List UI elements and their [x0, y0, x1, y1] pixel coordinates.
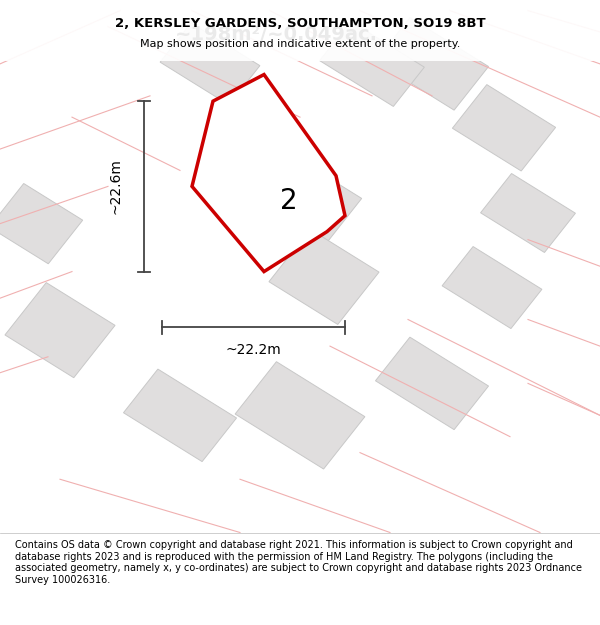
Text: Map shows position and indicative extent of the property.: Map shows position and indicative extent… — [140, 39, 460, 49]
Polygon shape — [442, 246, 542, 329]
Polygon shape — [452, 84, 556, 171]
Polygon shape — [5, 282, 115, 378]
Polygon shape — [235, 362, 365, 469]
Polygon shape — [376, 18, 488, 110]
Polygon shape — [481, 174, 575, 253]
Text: 2, KERSLEY GARDENS, SOUTHAMPTON, SO19 8BT: 2, KERSLEY GARDENS, SOUTHAMPTON, SO19 8B… — [115, 18, 485, 31]
Polygon shape — [192, 74, 345, 272]
Polygon shape — [238, 149, 362, 255]
Text: 2: 2 — [280, 187, 298, 215]
Polygon shape — [160, 23, 260, 105]
Text: ~22.6m: ~22.6m — [108, 158, 122, 214]
Polygon shape — [269, 229, 379, 324]
Text: ~22.2m: ~22.2m — [226, 343, 281, 357]
Polygon shape — [376, 337, 488, 429]
Polygon shape — [0, 184, 83, 264]
Bar — [0, 0, 600, 61]
Text: Contains OS data © Crown copyright and database right 2021. This information is : Contains OS data © Crown copyright and d… — [15, 540, 582, 585]
Text: ~198m²/~0.049ac.: ~198m²/~0.049ac. — [175, 25, 377, 44]
Polygon shape — [320, 21, 424, 106]
Polygon shape — [124, 369, 236, 462]
